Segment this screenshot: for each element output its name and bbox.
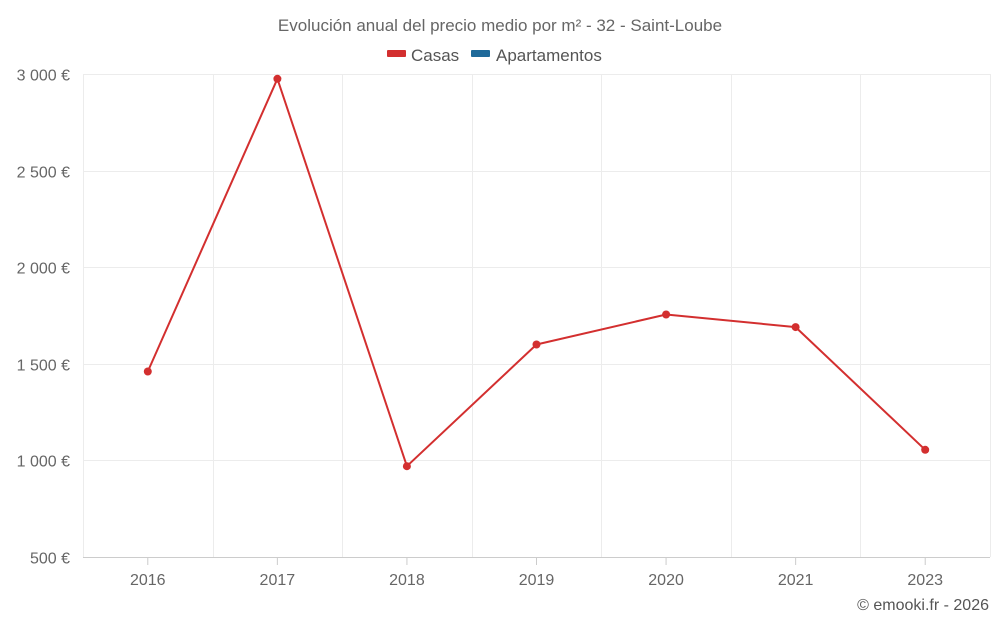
x-axis-ticks: 2016 2017 2018 2019 2020 2021 2023 — [130, 557, 943, 589]
x-tick-label: 2020 — [648, 572, 684, 589]
legend-item-apartamentos[interactable]: Apartamentos — [471, 46, 602, 65]
data-point[interactable] — [143, 367, 152, 376]
legend-label-casas: Casas — [411, 46, 459, 65]
y-tick-label: 2 000 € — [17, 261, 70, 278]
data-point[interactable] — [921, 445, 930, 454]
data-point[interactable] — [532, 340, 541, 349]
y-tick-label: 500 € — [30, 551, 70, 568]
legend-swatch-casas — [387, 50, 406, 57]
data-point[interactable] — [273, 74, 282, 83]
legend-item-casas[interactable]: Casas — [387, 46, 459, 65]
credit-text: © emooki.fr - 2026 — [857, 597, 989, 614]
chart-title: Evolución anual del precio medio por m² … — [278, 16, 722, 35]
y-tick-label: 1 000 € — [17, 454, 70, 471]
data-point[interactable] — [791, 323, 800, 332]
y-axis-ticks: 500 € 1 000 € 1 500 € 2 000 € 2 500 € 3 000 € — [17, 68, 70, 568]
legend-swatch-apartamentos — [471, 50, 490, 57]
x-gridlines — [83, 74, 991, 557]
x-tick-label: 2023 — [907, 572, 943, 589]
y-tick-label: 2 500 € — [17, 165, 70, 182]
y-gridlines — [83, 74, 990, 461]
y-tick-label: 1 500 € — [17, 358, 70, 375]
x-tick-label: 2017 — [260, 572, 296, 589]
x-tick-label: 2019 — [519, 572, 555, 589]
legend-label-apartamentos: Apartamentos — [496, 46, 602, 65]
x-tick-label: 2018 — [389, 572, 425, 589]
x-tick-label: 2021 — [778, 572, 814, 589]
series-layer — [143, 74, 930, 471]
legend: Casas Apartamentos — [387, 46, 602, 65]
x-tick-label: 2016 — [130, 572, 166, 589]
data-point[interactable] — [402, 462, 411, 471]
y-tick-label: 3 000 € — [17, 68, 70, 85]
data-point[interactable] — [662, 310, 671, 319]
series-line-casas — [146, 77, 926, 468]
